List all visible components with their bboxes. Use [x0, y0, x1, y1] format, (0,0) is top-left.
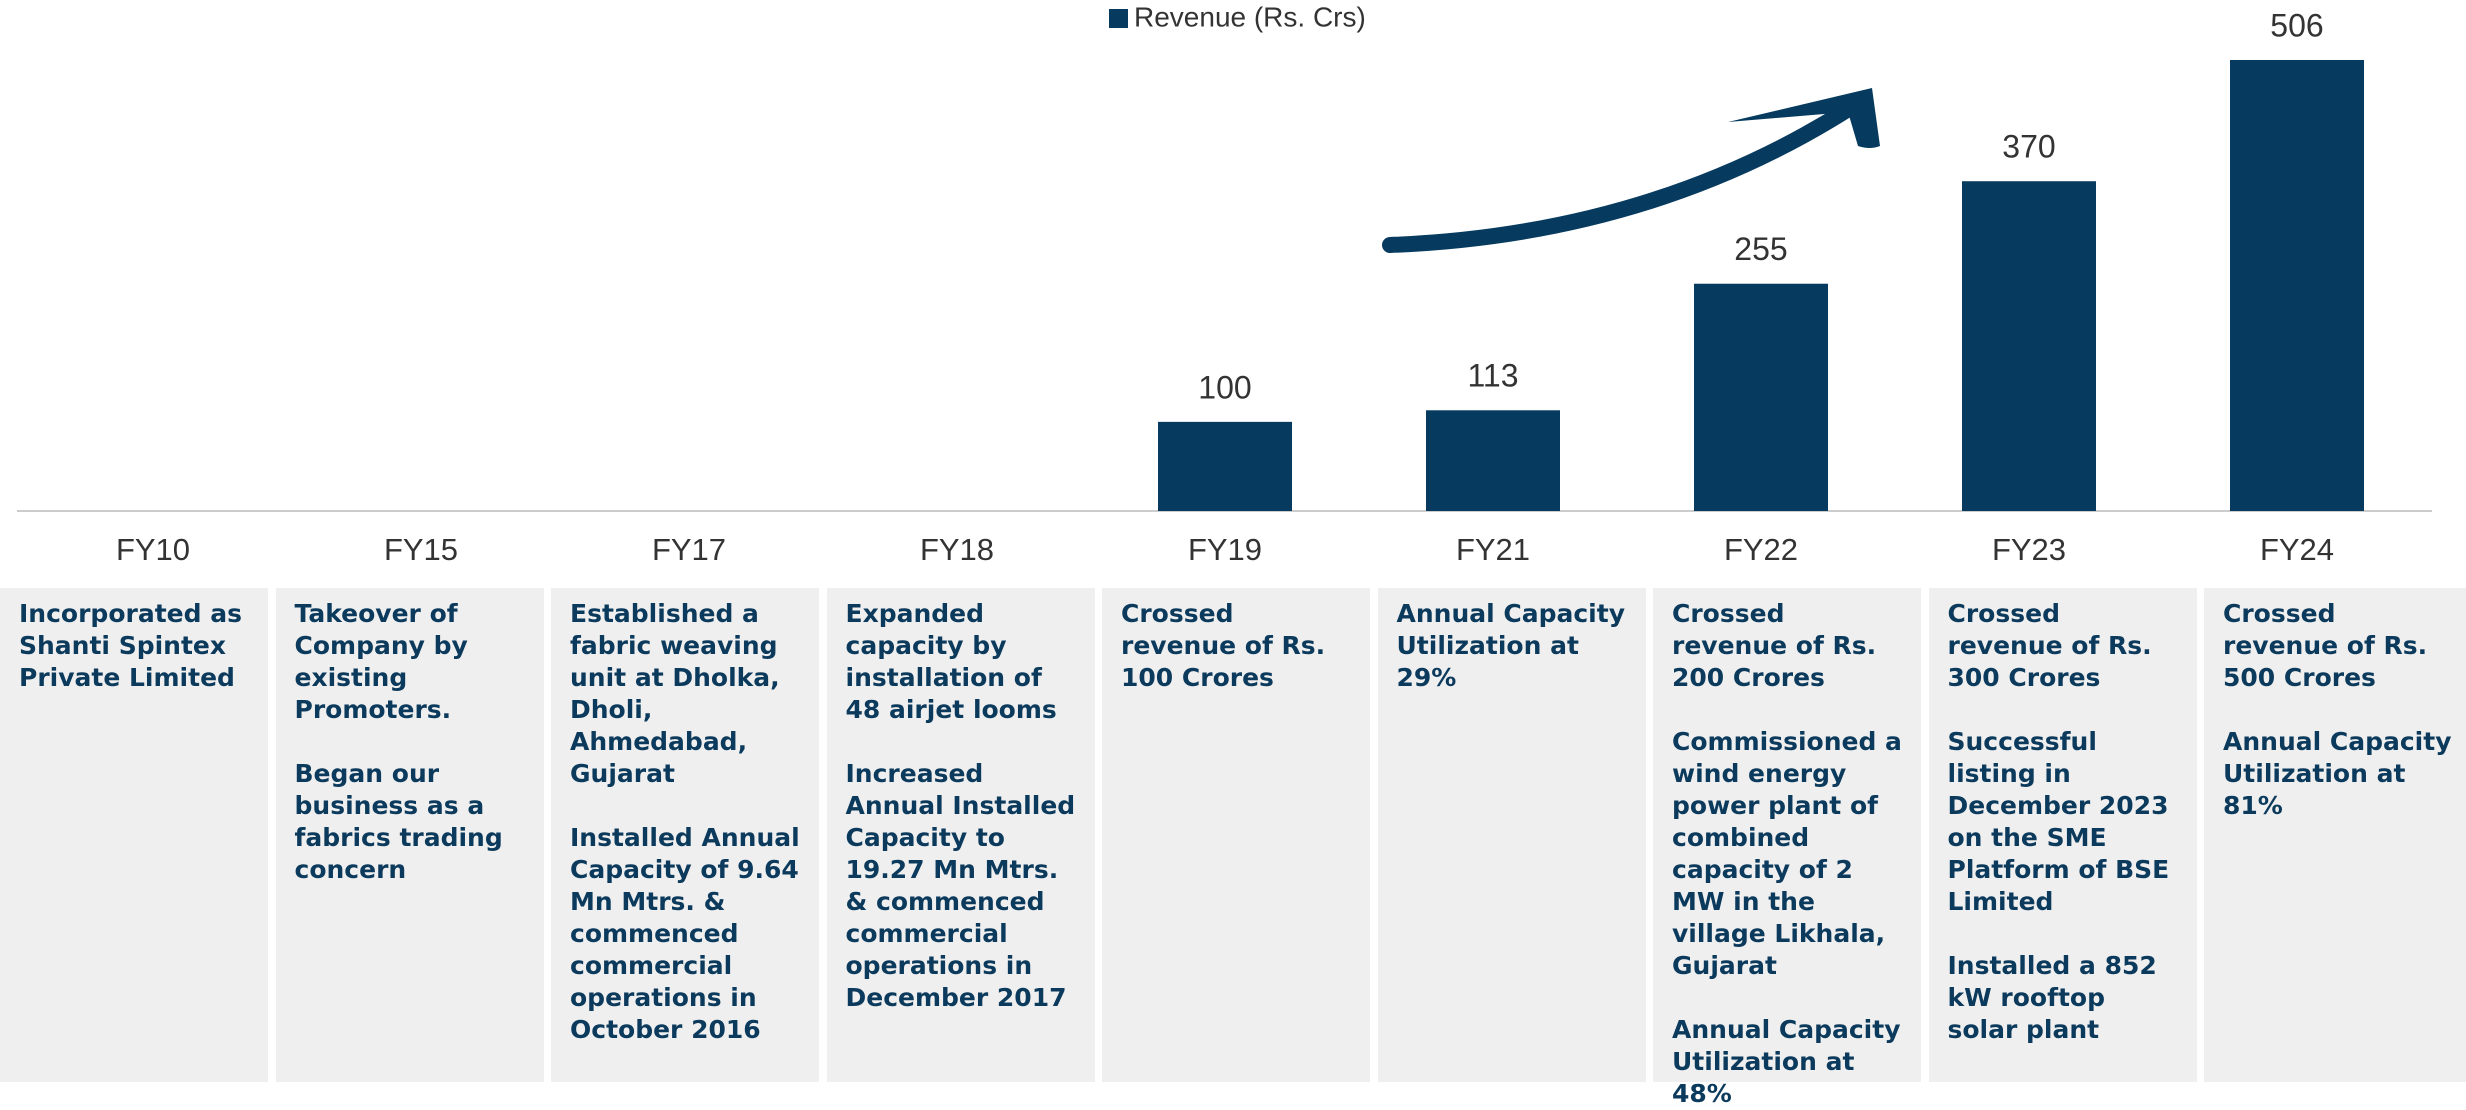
x-tick-label: FY18	[920, 532, 994, 567]
milestone-box: Expanded capacity by installation of 48 …	[826, 588, 1095, 1082]
x-tick-label: FY17	[652, 532, 726, 567]
bar	[1158, 421, 1292, 511]
milestone-text: Installed Annual Capacity of 9.64 Mn Mtr…	[570, 823, 800, 1044]
milestone-box: Established a fabric weaving unit at Dho…	[551, 588, 819, 1082]
milestone-text: Increased Annual Installed Capacity to 1…	[845, 759, 1076, 1012]
legend-swatch	[1109, 9, 1128, 28]
data-label: 370	[2002, 129, 2055, 165]
x-tick-label: FY10	[116, 532, 190, 567]
data-label: 255	[1734, 231, 1787, 267]
milestone-text: Began our business as a fabrics trading …	[294, 759, 503, 884]
milestone-box: Annual Capacity Utilization at 29%	[1377, 588, 1646, 1082]
chart: Revenue (Rs. Crs) FY10 FY15 FY17 FY18 FY19 10…	[17, 1, 2432, 567]
milestone-text: Annual Capacity Utilization at 81%	[2223, 727, 2452, 820]
data-label: 113	[1467, 358, 1518, 394]
milestone-text: Crossed revenue of Rs. 200 Crores	[1672, 599, 1877, 692]
milestone-text: Commissioned a wind energy power plant o…	[1672, 727, 1902, 980]
milestone-text: Installed a 852 kW rooftop solar plant	[1947, 951, 2157, 1044]
x-tick-label: FY22	[1724, 532, 1798, 567]
milestone-text: Crossed revenue of Rs. 100 Crores	[1121, 599, 1326, 692]
x-tick-label: FY15	[384, 532, 458, 567]
data-label: 506	[2270, 7, 2323, 43]
milestone-box: Crossed revenue of Rs. 500 Crores Annual …	[2204, 588, 2466, 1082]
data-label: 100	[1198, 369, 1251, 405]
arrow-head	[1728, 88, 1880, 148]
milestone-box: Incorporated as Shanti Spintex Private L…	[0, 588, 268, 1082]
milestone-text: Takeover of Company by existing Promoter…	[294, 599, 468, 724]
milestone-text: Crossed revenue of Rs. 500 Crores	[2223, 599, 2428, 692]
bar	[1962, 181, 2096, 511]
milestone-text: Crossed revenue of Rs. 300 Crores	[1947, 599, 2152, 692]
bar	[2230, 60, 2364, 511]
milestone-text: Annual Capacity Utilization at 29%	[1396, 599, 1626, 692]
milestone-text: Established a fabric weaving unit at Dho…	[570, 599, 780, 788]
milestone-text: Expanded capacity by installation of 48 …	[845, 599, 1057, 724]
milestone-text: Successful listing in December 2023 on t…	[1947, 727, 2170, 916]
milestone-text: Annual Capacity Utilization at 48%	[1672, 1015, 1901, 1108]
milestone-box: Crossed revenue of Rs. 200 Crores Commiss…	[1653, 588, 1921, 1108]
bar	[1694, 283, 1828, 511]
x-tick-label: FY21	[1456, 532, 1530, 567]
x-tick-label: FY19	[1188, 532, 1262, 567]
milestone-box: Crossed revenue of Rs. 300 Crores Success…	[1928, 588, 2197, 1082]
milestone-box: Takeover of Company by existing Promoter…	[275, 588, 544, 1082]
bar	[1426, 410, 1560, 511]
milestone-box: Crossed revenue of Rs. 100 Crores	[1102, 588, 1370, 1082]
legend-label: Revenue (Rs. Crs)	[1134, 1, 1366, 32]
milestone-text: Incorporated as Shanti Spintex Private L…	[19, 599, 242, 692]
trend-arrow	[1382, 100, 1858, 253]
x-tick-label: FY23	[1992, 532, 2066, 567]
x-tick-label: FY24	[2260, 532, 2334, 567]
